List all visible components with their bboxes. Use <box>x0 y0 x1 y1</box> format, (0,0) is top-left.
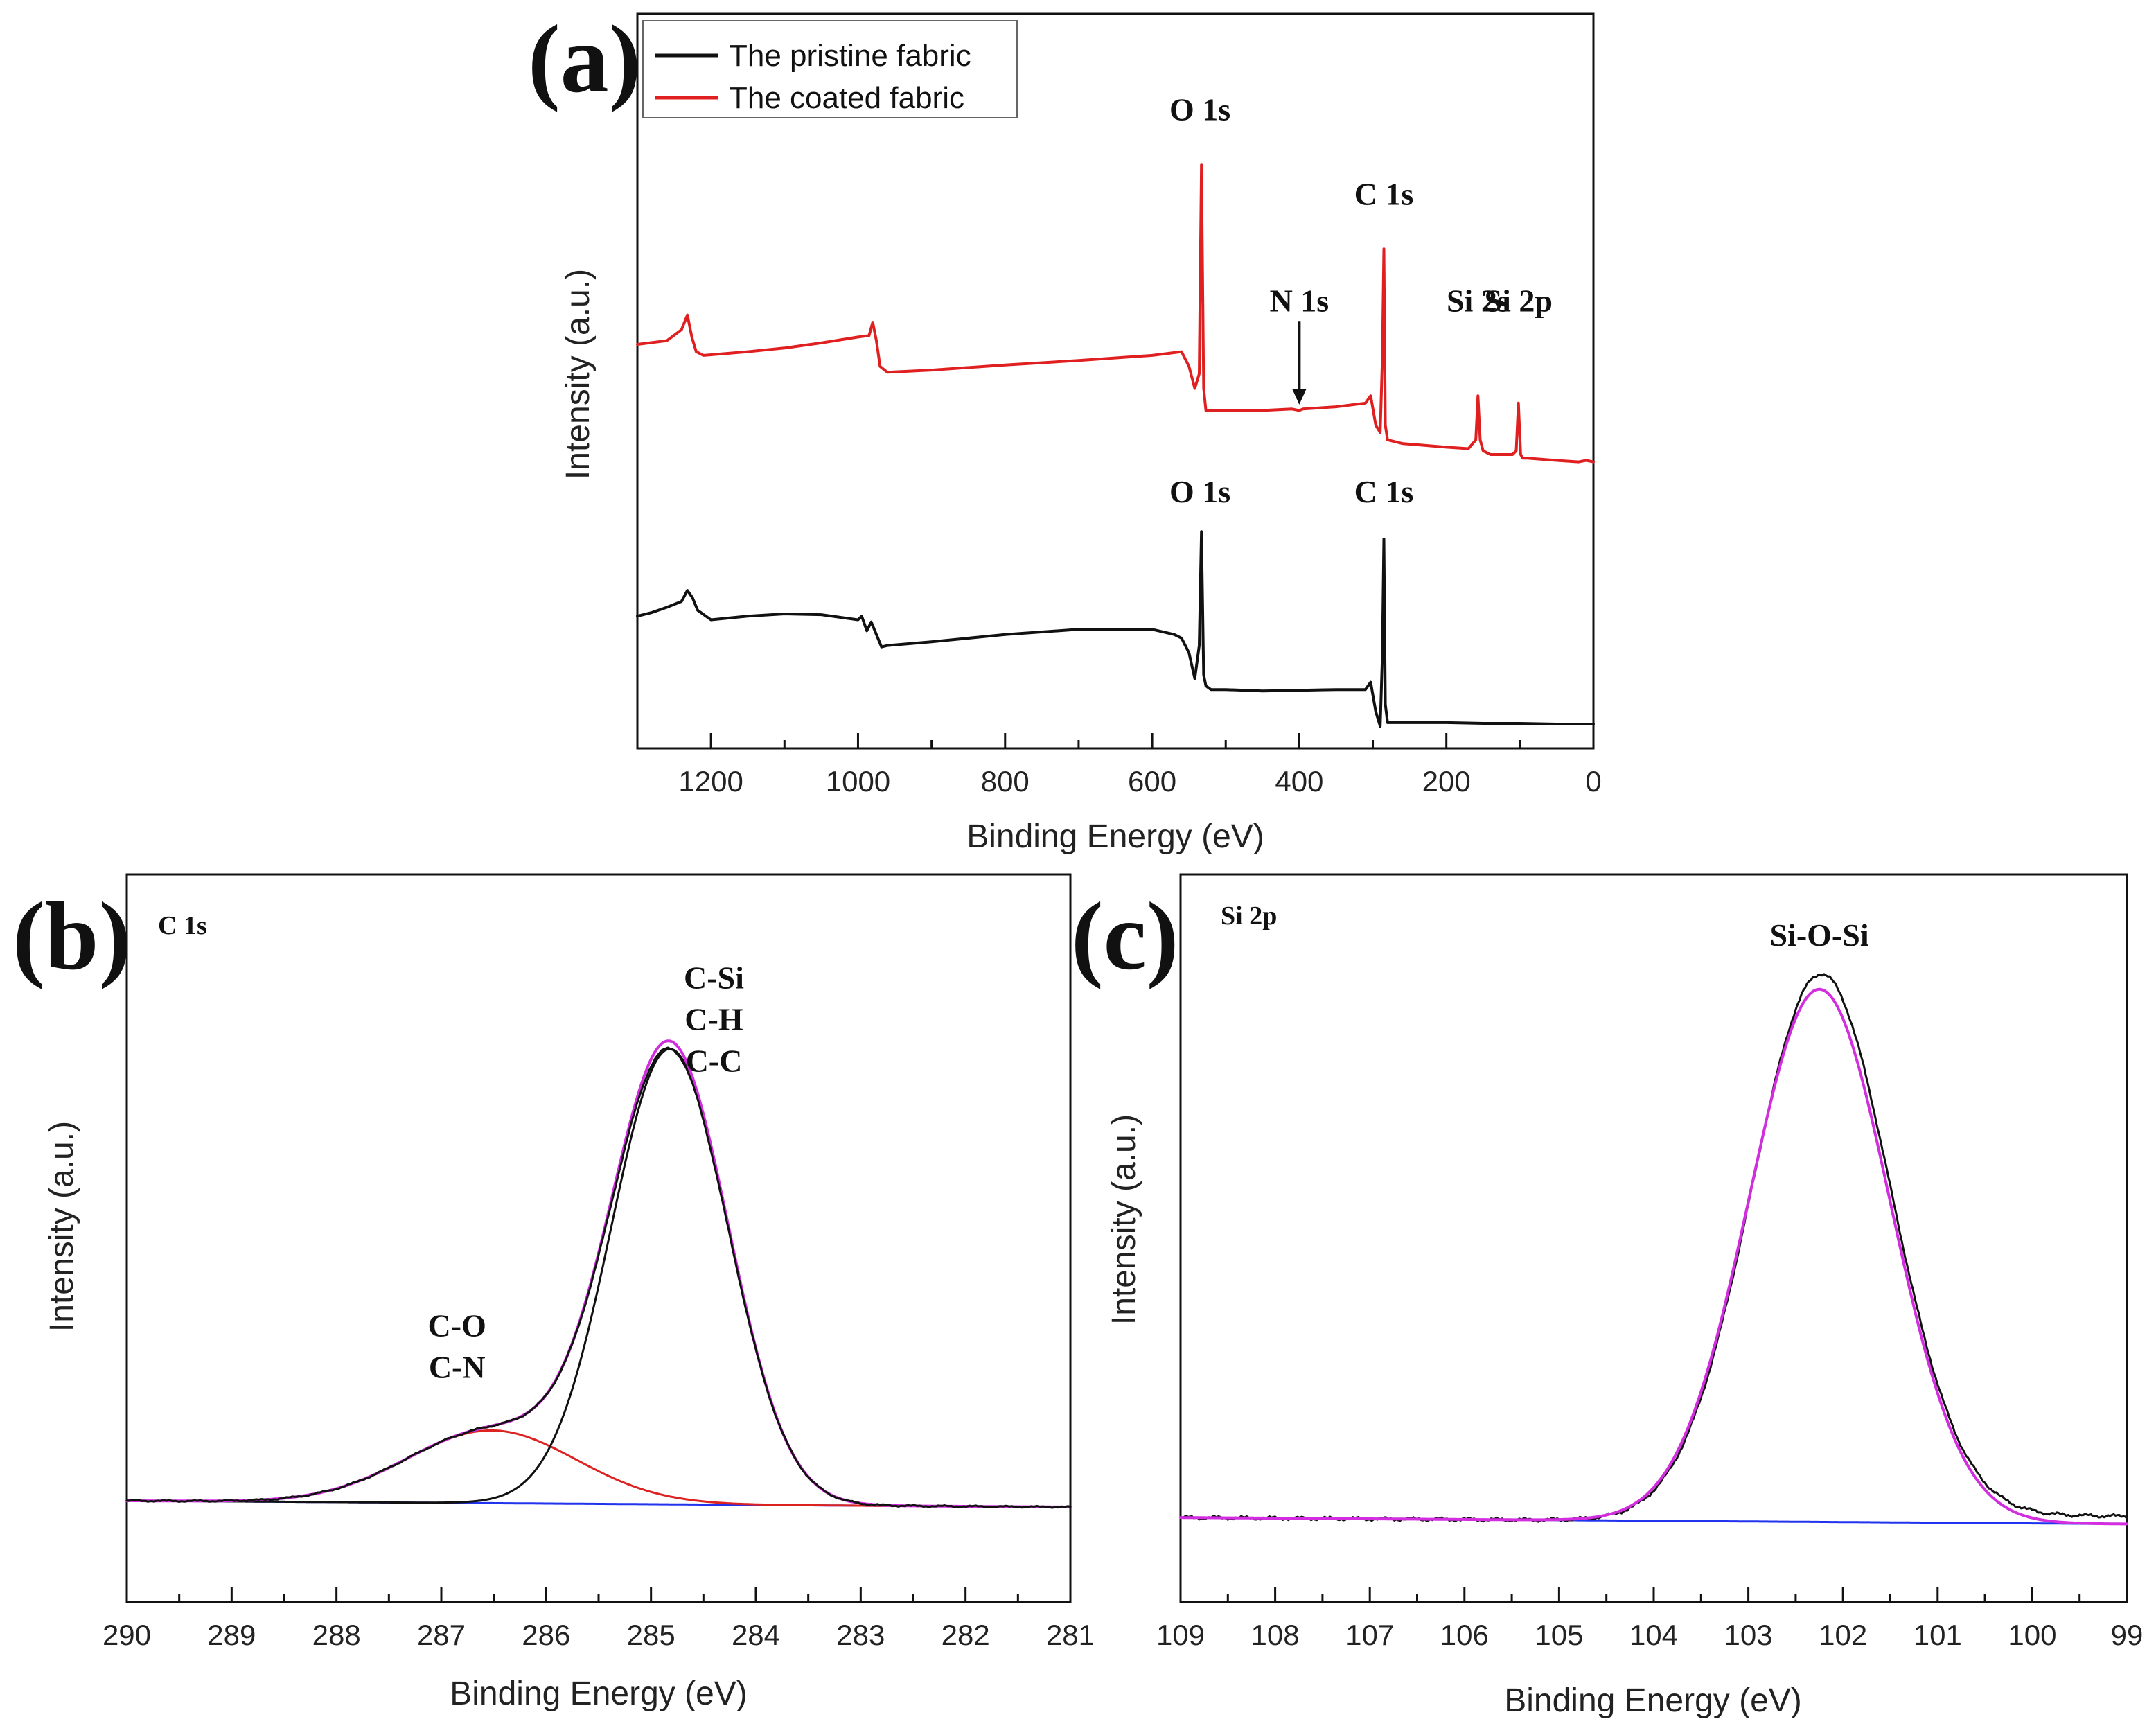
panel-b-x-ticks: 290 289 288 287 286 285 284 283 282 281 <box>103 1587 1095 1651</box>
panel-c-tag: Si 2p <box>1221 901 1277 931</box>
panel-b-x-tick-label: 284 <box>732 1619 780 1651</box>
pristine-o1s-label: O 1s <box>1169 474 1230 509</box>
panel-b: (b) C 1s 290 289 288 287 286 285 284 283 282 281 … <box>12 873 1095 1712</box>
panel-b-x-tick-label: 286 <box>522 1619 570 1651</box>
raw-data-curve <box>125 1046 1072 1509</box>
legend-entry-pristine: The pristine fabric <box>729 39 971 73</box>
panel-b-annotations: C-Si C-H C-C C-O C-N <box>428 960 745 1384</box>
panel-a-x-tick-label: 1200 <box>678 765 743 798</box>
coated-o1s-label: O 1s <box>1169 92 1230 127</box>
panel-a-x-axis-title: Binding Energy (eV) <box>966 818 1264 855</box>
panel-b-label: (b) <box>12 883 131 990</box>
legend-box <box>642 20 1018 118</box>
panel-b-x-tick-label: 285 <box>627 1619 675 1651</box>
panel-a-x-tick-label: 600 <box>1128 765 1176 798</box>
panel-b-x-tick-label: 289 <box>207 1619 256 1651</box>
panel-c-x-tick-label: 101 <box>1914 1619 1962 1651</box>
panel-c-x-axis-title: Binding Energy (eV) <box>1504 1682 1802 1719</box>
panel-a-legend: The pristine fabric The coated fabric <box>642 20 1018 118</box>
panel-a-x-tick-label: 800 <box>981 765 1030 798</box>
panel-a-x-ticks: 1200 1000 800 600 400 200 0 <box>678 733 1602 798</box>
coated-fabric-spectrum <box>636 163 1595 464</box>
panel-b-x-axis-title: Binding Energy (eV) <box>450 1675 748 1712</box>
panel-a-x-tick-label: 0 <box>1585 765 1601 798</box>
panel-c: (c) Si 2p 109 108 107 106 105 104 103 102 101 100… <box>1071 873 2143 1719</box>
panel-c-x-tick-label: 102 <box>1819 1619 1867 1651</box>
panel-c-annotations: Si-O-Si <box>1769 917 1868 953</box>
panel-a-x-tick-label: 400 <box>1275 765 1323 798</box>
panel-b-x-tick-label: 290 <box>103 1619 151 1651</box>
panel-c-x-tick-label: 103 <box>1724 1619 1773 1651</box>
c-o-c-n-label-line: C-N <box>429 1350 486 1385</box>
c-si-c-h-c-c-label-line: C-H <box>684 1001 743 1037</box>
panel-c-x-tick-label: 107 <box>1345 1619 1394 1651</box>
legend-entry-coated: The coated fabric <box>729 81 964 115</box>
panel-c-x-tick-label: 106 <box>1440 1619 1489 1651</box>
panel-c-y-axis-title: Intensity (a.u.) <box>1106 1114 1142 1325</box>
c-si-c-h-c-c-label-line: C-Si <box>684 960 744 995</box>
coated-si2s-label: Si 2s <box>1447 283 1510 318</box>
panel-b-x-tick-label: 281 <box>1046 1619 1095 1651</box>
pristine-fabric-spectrum <box>636 530 1595 728</box>
panel-a-y-axis-title: Intensity (a.u.) <box>560 269 597 479</box>
panel-c-label: (c) <box>1071 883 1178 990</box>
panel-c-x-tick-label: 108 <box>1251 1619 1300 1651</box>
panel-a-x-tick-label: 200 <box>1422 765 1471 798</box>
panel-c-series <box>1179 973 2128 1526</box>
panel-a-plot-frame <box>636 12 1595 750</box>
c-o-c-n-label-line: C-O <box>428 1308 486 1344</box>
c-si-c-h-c-c-label-line: C-C <box>686 1043 743 1078</box>
panel-b-x-tick-label: 282 <box>942 1619 990 1651</box>
panel-b-x-tick-label: 287 <box>417 1619 466 1651</box>
panel-c-x-tick-label: 100 <box>2008 1619 2056 1651</box>
panel-b-x-tick-label: 288 <box>312 1619 361 1651</box>
coated-n1s-label: N 1s <box>1270 283 1329 318</box>
panel-b-tag: C 1s <box>158 911 207 940</box>
panel-c-x-tick-label: 109 <box>1156 1619 1205 1651</box>
panel-c-x-tick-label: 104 <box>1629 1619 1678 1651</box>
coated-si2p-label: Si 2p <box>1484 283 1552 318</box>
panel-b-x-tick-label: 283 <box>836 1619 885 1651</box>
coated-c1s-label: C 1s <box>1354 177 1414 212</box>
panel-b-y-axis-title: Intensity (a.u.) <box>44 1121 80 1332</box>
pristine-c1s-label: C 1s <box>1354 474 1414 509</box>
panel-a-label: (a) <box>528 6 641 113</box>
panel-a-series <box>636 163 1595 728</box>
panel-c-x-tick-label: 105 <box>1535 1619 1583 1651</box>
panel-a-x-tick-label: 1000 <box>826 765 890 798</box>
panel-c-x-ticks: 109 108 107 106 105 104 103 102 101 100 99 <box>1156 1587 2143 1651</box>
si-o-si-label: Si-O-Si <box>1769 917 1868 953</box>
panel-c-x-tick-label: 99 <box>2111 1619 2144 1651</box>
n1s-arrow-head <box>1292 389 1307 405</box>
panel-b-series <box>125 1039 1072 1509</box>
si-o-si-fit-curve <box>1179 987 2128 1526</box>
panel-a: (a) 1200 1000 800 600 400 200 0 O 1s C 1s N 1s Si… <box>528 6 1602 855</box>
